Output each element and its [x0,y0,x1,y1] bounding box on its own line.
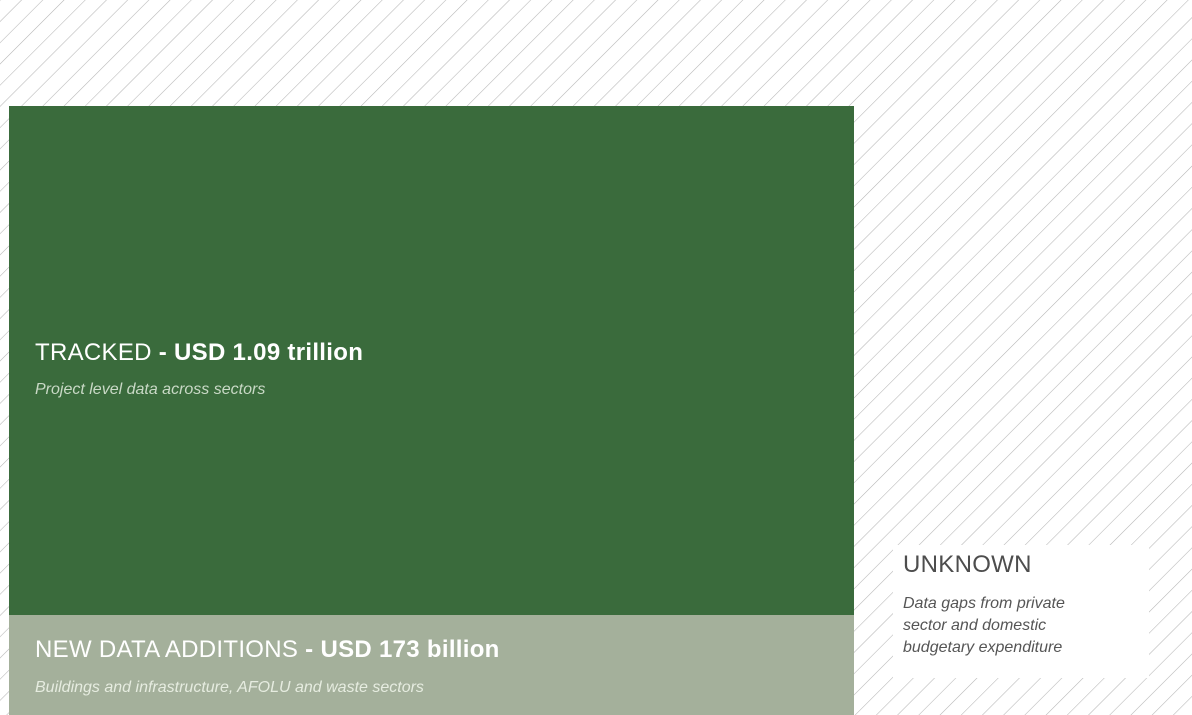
tracked-amount: USD 1.09 trillion [174,339,364,366]
new-data-label: NEW DATA ADDITIONS [35,636,299,663]
tracked-block [9,106,854,615]
tracked-description: Project level data across sectors [35,381,266,398]
new-data-heading: NEW DATA ADDITIONS - USD 173 billion [35,636,500,664]
new-data-additions-block [9,615,854,715]
unknown-label-box [893,545,1149,678]
new-data-amount: USD 173 billion [320,636,500,663]
unknown-label: UNKNOWN [903,551,1032,578]
tracked-label: TRACKED [35,339,152,366]
unknown-description-line: Data gaps from private [903,595,1065,612]
tracked-separator: - [151,339,175,366]
tracked-heading: TRACKED - USD 1.09 trillion [35,339,363,367]
new-data-description: Buildings and infrastructure, AFOLU and … [35,679,424,696]
unknown-description: Data gaps from private sector and domest… [903,593,1143,659]
unknown-description-line: sector and domestic [903,617,1047,634]
new-data-separator: - [298,636,321,663]
unknown-description-line: budgetary expenditure [903,639,1063,656]
